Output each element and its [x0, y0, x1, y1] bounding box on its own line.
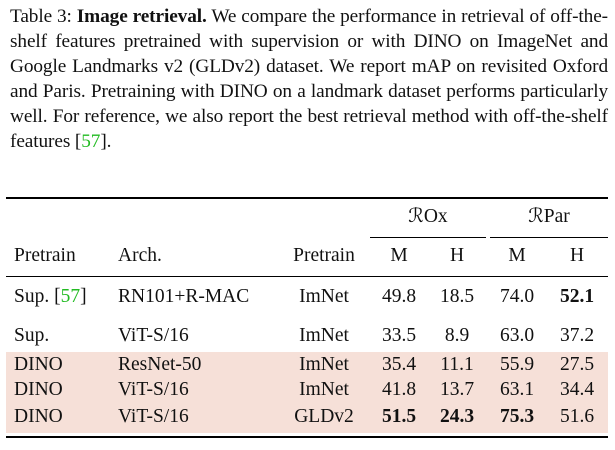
table-header-rule	[6, 276, 608, 277]
row-1-data: ImNet	[299, 325, 349, 346]
row-0-pretrain-bracket: ]	[80, 286, 87, 307]
table-top-rule	[6, 197, 608, 199]
header-group-rule-roxford	[370, 237, 486, 238]
row-highlight	[6, 352, 608, 377]
row-0-data: ImNet	[299, 286, 349, 307]
row-2-rox-h: 11.1	[440, 354, 474, 375]
row-3-rpar-h: 34.4	[559, 379, 595, 400]
caption-title: Image retrieval.	[76, 6, 207, 27]
row-4-rpar-m: 75.3	[499, 406, 535, 427]
row-4-rox-m: 51.5	[381, 406, 417, 427]
header-group-rparis: ℛPar	[528, 206, 570, 227]
row-2-data: ImNet	[299, 354, 349, 375]
header-rpar-m: M	[508, 245, 526, 266]
row-3-arch: ViT-S/16	[118, 379, 189, 400]
row-2-rpar-m: 55.9	[499, 354, 535, 375]
row-2-pretrain: DINO	[14, 354, 63, 375]
row-3-rox-m: 41.8	[381, 379, 417, 400]
row-0-rox-m: 49.8	[381, 286, 417, 307]
table-bottom-rule	[6, 436, 608, 438]
header-group-rule-rparis	[490, 237, 608, 238]
header-pretrain-data: Pretrain	[293, 245, 355, 266]
row-4-arch: ViT-S/16	[118, 406, 189, 427]
row-1-arch: ViT-S/16	[118, 325, 189, 346]
row-highlight	[6, 402, 608, 433]
header-pretrain-method: Pretrain	[14, 245, 76, 266]
row-3-pretrain: DINO	[14, 379, 63, 400]
row-1-rox-m: 33.5	[381, 325, 417, 346]
row-4-data: GLDv2	[294, 406, 354, 427]
row-1-rox-h: 8.9	[444, 325, 470, 346]
row-0-citation[interactable]: 57	[60, 286, 81, 307]
row-0-rpar-h: 52.1	[559, 286, 595, 307]
row-highlight	[6, 377, 608, 402]
table-caption: Table 3: Image retrieval. We compare the…	[10, 4, 608, 154]
caption-text-end: ].	[100, 131, 112, 152]
row-2-rpar-h: 27.5	[559, 354, 595, 375]
row-4-pretrain: DINO	[14, 406, 63, 427]
header-group-roxford: ℛOx	[408, 206, 448, 227]
header-rpar-h: H	[569, 245, 585, 266]
row-0-arch: RN101+R-MAC	[118, 286, 250, 307]
row-0-rox-h: 18.5	[439, 286, 475, 307]
row-3-data: ImNet	[299, 379, 349, 400]
row-0-pretrain: Sup. [57]	[14, 284, 87, 309]
row-1-rpar-h: 37.2	[559, 325, 595, 346]
row-1-pretrain: Sup.	[14, 325, 50, 346]
row-3-rpar-m: 63.1	[499, 379, 535, 400]
header-arch: Arch.	[118, 245, 162, 266]
caption-citation[interactable]: 57	[81, 131, 101, 152]
row-2-arch: ResNet-50	[118, 354, 202, 375]
header-rox-m: M	[390, 245, 408, 266]
row-2-rox-m: 35.4	[381, 354, 417, 375]
row-4-rox-h: 24.3	[439, 406, 475, 427]
caption-prefix: Table 3:	[10, 6, 77, 27]
row-4-rpar-h: 51.6	[559, 406, 595, 427]
row-1-rpar-m: 63.0	[499, 325, 535, 346]
header-rox-h: H	[449, 245, 465, 266]
row-3-rox-h: 13.7	[439, 379, 475, 400]
row-0-pretrain-label: Sup. [	[14, 286, 61, 307]
caption-text: We compare the performance in retrieval …	[10, 6, 608, 152]
row-0-rpar-m: 74.0	[499, 286, 535, 307]
